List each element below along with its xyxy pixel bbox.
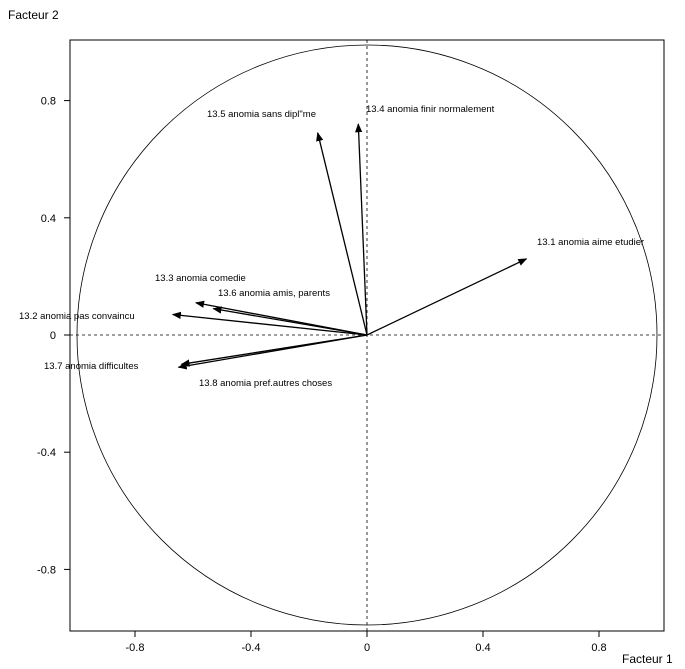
- vector-arrow: [366, 258, 528, 336]
- y-tick-label: -0.8: [37, 564, 56, 576]
- x-axis-ticks: -0.8 -0.4 0 0.4 0.8: [126, 631, 607, 654]
- vector-label: 13.6 anomia amis, parents: [218, 288, 330, 299]
- vector-arrow: [212, 306, 368, 336]
- y-axis-title: Facteur 2: [8, 8, 59, 22]
- vector-label: 13.5 anomia sans dipl"me: [207, 109, 316, 120]
- vector-arrow: [355, 123, 368, 336]
- y-tick-label: 0.8: [41, 96, 56, 108]
- vector-label: 13.3 anomia comedie: [155, 273, 246, 284]
- vector-label: 13.1 anomia aime etudier: [537, 237, 644, 248]
- y-tick-label: -0.4: [37, 447, 56, 459]
- vector-label: 13.7 anomia difficultes: [44, 361, 139, 372]
- vector-label: 13.4 anomia finir normalement: [366, 104, 495, 115]
- vector-arrow: [171, 311, 368, 336]
- vector-label: 13.8 anomia pref.autres choses: [199, 378, 332, 389]
- x-axis-title: Facteur 1: [622, 652, 673, 666]
- vector-labels: 13.1 anomia aime etudier 13.2 anomia pas …: [19, 104, 644, 389]
- vector-label: 13.2 anomia pas convaincu: [19, 311, 135, 322]
- y-tick-label: 0: [50, 330, 56, 342]
- y-tick-label: 0.4: [41, 213, 56, 225]
- x-tick-label: 0.8: [591, 642, 606, 654]
- x-tick-label: 0.4: [475, 642, 490, 654]
- vector-arrows: [171, 123, 528, 370]
- x-tick-label: 0: [364, 642, 370, 654]
- y-axis-ticks: 0.8 0.4 0 -0.4 -0.8: [37, 96, 70, 576]
- x-tick-label: -0.8: [126, 642, 145, 654]
- vector-arrow: [316, 131, 368, 336]
- x-tick-label: -0.4: [242, 642, 261, 654]
- vector-arrow: [180, 334, 368, 367]
